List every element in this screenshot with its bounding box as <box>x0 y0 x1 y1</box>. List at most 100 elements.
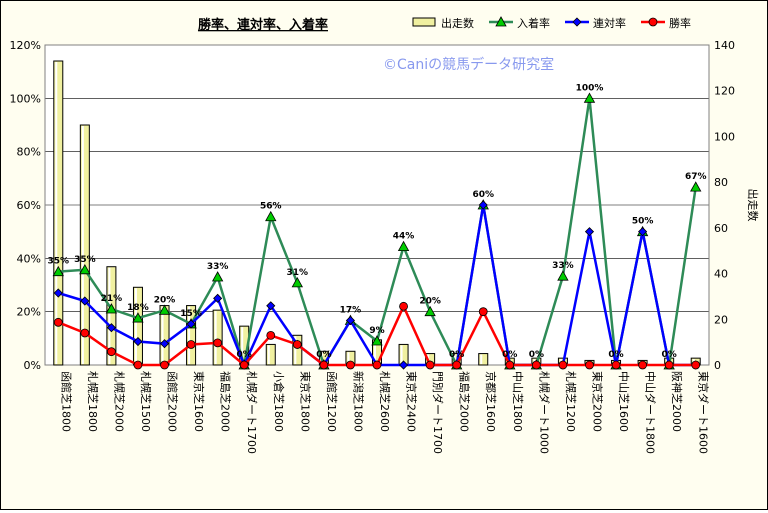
category-label: 東京芝2400 <box>405 371 419 432</box>
legend: 出走数 入着率 連対率 勝率 <box>412 16 691 30</box>
data-label: 35% <box>48 257 70 267</box>
bar-6 <box>212 309 223 366</box>
marker-勝率 <box>372 360 382 370</box>
marker-勝率 <box>53 317 63 327</box>
marker-勝率 <box>425 360 435 370</box>
marker-入着率 <box>371 335 383 346</box>
marker-入着率 <box>105 303 118 314</box>
marker-入着率 <box>158 304 171 315</box>
category-label: 中山芝1800 <box>511 371 524 432</box>
data-label: 0% <box>608 350 623 360</box>
right-tick-label: 100 <box>714 130 735 143</box>
data-label: 15% <box>180 309 202 319</box>
data-label: 67% <box>685 172 707 182</box>
category-label: 新潟芝1800 <box>351 371 365 432</box>
data-label: 56% <box>260 202 282 212</box>
category-label: 門別ダート1700 <box>431 371 445 454</box>
chart-title: 勝率、連対率、入着率 <box>198 17 328 33</box>
data-label: 60% <box>472 190 494 200</box>
legend-marker <box>495 16 507 27</box>
marker-勝率 <box>452 360 462 370</box>
legend-label: 入着率 <box>517 16 550 30</box>
right-tick-label: 40 <box>714 268 728 281</box>
data-label: 0% <box>449 350 464 360</box>
marker-連対率 <box>478 200 488 210</box>
marker-勝率 <box>531 360 541 370</box>
marker-入着率 <box>211 271 224 282</box>
right-tick-label: 60 <box>714 222 728 235</box>
left-tick-label: 40% <box>17 252 41 265</box>
lines-group <box>52 92 702 370</box>
data-label: 17% <box>340 305 362 315</box>
marker-勝率 <box>213 338 223 348</box>
category-label: 札幌ダート1000 <box>537 371 551 454</box>
marker-連対率 <box>186 319 196 329</box>
bar-0 <box>53 60 64 366</box>
marker-勝率 <box>239 360 249 370</box>
category-label: 函館芝1800 <box>59 371 73 432</box>
data-label: 20% <box>154 295 176 305</box>
marker-入着率 <box>397 240 410 252</box>
data-label: 33% <box>207 262 229 272</box>
category-label: 福島芝2000 <box>458 371 472 432</box>
marker-連対率 <box>159 339 170 349</box>
marker-勝率 <box>107 347 116 357</box>
bar-2 <box>106 266 117 366</box>
marker-入着率 <box>557 270 569 281</box>
category-label: 東京ダート1600 <box>697 371 711 454</box>
data-label: 0% <box>662 350 677 360</box>
data-label: 31% <box>287 268 309 278</box>
category-label: 札幌芝1200 <box>564 371 578 432</box>
left-tick-label: 80% <box>17 146 41 159</box>
category-label: 小倉芝1800 <box>272 371 286 432</box>
marker-入着率 <box>52 265 64 277</box>
category-label: 中山ダート1800 <box>644 371 658 454</box>
marker-連対率 <box>80 296 90 306</box>
category-label: 札幌芝2600 <box>378 371 392 432</box>
marker-連対率 <box>213 293 223 303</box>
marker-連対率 <box>345 315 356 326</box>
right-tick-label: 0 <box>714 359 721 372</box>
legend-label: 連対率 <box>593 16 626 30</box>
legend-label: 出走数 <box>441 16 474 30</box>
marker-入着率 <box>690 181 702 192</box>
category-label: 東京芝1600 <box>192 371 206 432</box>
marker-勝率 <box>611 360 621 370</box>
category-label: 中山芝1600 <box>617 371 630 432</box>
right-tick-label: 120 <box>714 85 735 98</box>
data-label: 0% <box>502 350 517 360</box>
left-tick-label: 120% <box>10 39 41 52</box>
marker-連対率 <box>53 288 63 298</box>
data-label: 35% <box>74 255 96 265</box>
marker-勝率 <box>585 360 594 370</box>
marker-勝率 <box>505 360 515 370</box>
marker-勝率 <box>133 360 143 370</box>
marker-入着率 <box>424 305 436 317</box>
marker-勝率 <box>478 307 488 317</box>
data-label: 33% <box>552 261 574 271</box>
right-tick-label: 80 <box>714 176 728 189</box>
marker-勝率 <box>399 301 408 311</box>
left-tick-label: 0% <box>24 359 41 372</box>
data-label: 0% <box>529 350 544 360</box>
marker-勝率 <box>558 360 568 370</box>
legend-marker <box>572 17 582 27</box>
marker-勝率 <box>292 340 302 349</box>
y2-axis-label: 出走数 <box>746 189 760 222</box>
bar-16 <box>478 353 489 366</box>
category-label: 函館芝1200 <box>325 371 339 432</box>
bar-1 <box>79 124 90 366</box>
marker-入着率 <box>583 92 596 103</box>
category-label: 東京芝1800 <box>298 371 312 432</box>
marker-連対率 <box>266 301 276 311</box>
data-label: 18% <box>127 303 149 313</box>
watermark: ©Caniの競馬データ研究室 <box>383 56 554 73</box>
data-label: 21% <box>101 294 123 304</box>
legend-marker <box>648 17 658 27</box>
marker-入着率 <box>132 312 144 323</box>
category-label: 阪神芝2000 <box>670 371 684 432</box>
marker-勝率 <box>160 360 169 370</box>
left-tick-label: 60% <box>17 199 41 212</box>
data-label: 44% <box>393 232 415 242</box>
category-label: 札幌芝1500 <box>139 371 153 432</box>
